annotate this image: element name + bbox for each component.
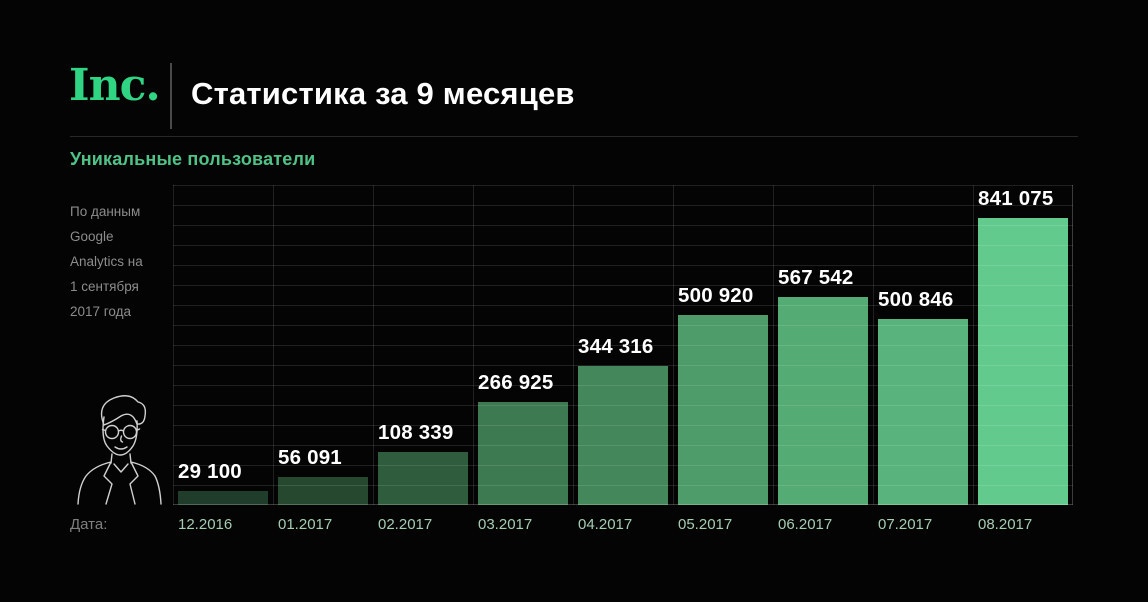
source-note-line: Analytics на (70, 254, 143, 269)
bar-value-label: 29 100 (178, 460, 242, 483)
x-axis-label: 05.2017 (678, 516, 733, 533)
x-axis-label: 04.2017 (578, 516, 633, 533)
bar-02.2017 (378, 452, 468, 505)
bar-value-label: 567 542 (778, 266, 854, 289)
bar-value-label: 108 339 (378, 421, 454, 444)
source-note-line: Google (70, 229, 114, 244)
bar-value-label: 344 316 (578, 335, 654, 358)
bar-value-label: 841 075 (978, 187, 1054, 210)
bar-04.2017 (578, 366, 668, 505)
bar-value-label: 500 920 (678, 284, 754, 307)
bar-03.2017 (478, 402, 568, 505)
page-title: Статистика за 9 месяцев (191, 76, 575, 111)
bar-07.2017 (878, 319, 968, 505)
source-note-line: 1 сентября (70, 279, 139, 294)
source-note-line: 2017 года (70, 304, 132, 319)
horizontal-rule (70, 136, 1078, 137)
x-axis-label: 03.2017 (478, 516, 533, 533)
x-axis-label: 07.2017 (878, 516, 933, 533)
bar-value-label: 56 091 (278, 446, 342, 469)
bar-value-label: 266 925 (478, 371, 554, 394)
bars-layer: 29 100 56 091 108 339 266 925 344 316 500 920… (173, 185, 1073, 505)
x-axis-labels: 12.2016 01.2017 02.2017 03.2017 04.2017 05.20… (173, 516, 1093, 538)
source-note: По данным Google Analytics на 1 сентября… (70, 199, 170, 324)
x-axis-label: 02.2017 (378, 516, 433, 533)
bar-value-label: 500 846 (878, 288, 954, 311)
x-axis-label: 08.2017 (978, 516, 1033, 533)
bar-12.2016 (178, 491, 268, 505)
source-note-line: По данным (70, 204, 141, 219)
header-divider (170, 63, 172, 129)
chart-title: Уникальные пользователи (70, 149, 316, 169)
bar-chart: 29 100 56 091 108 339 266 925 344 316 500 920… (173, 185, 1073, 505)
bar-06.2017 (778, 297, 868, 505)
x-axis-caption: Дата: (70, 516, 108, 533)
person-icon (77, 395, 162, 505)
inc-logo: Inc. (69, 60, 161, 111)
bar-08.2017 (978, 218, 1068, 505)
x-axis-label: 12.2016 (178, 516, 233, 533)
bar-05.2017 (678, 315, 768, 505)
x-axis-label: 06.2017 (778, 516, 833, 533)
x-axis-label: 01.2017 (278, 516, 333, 533)
bar-01.2017 (278, 477, 368, 505)
